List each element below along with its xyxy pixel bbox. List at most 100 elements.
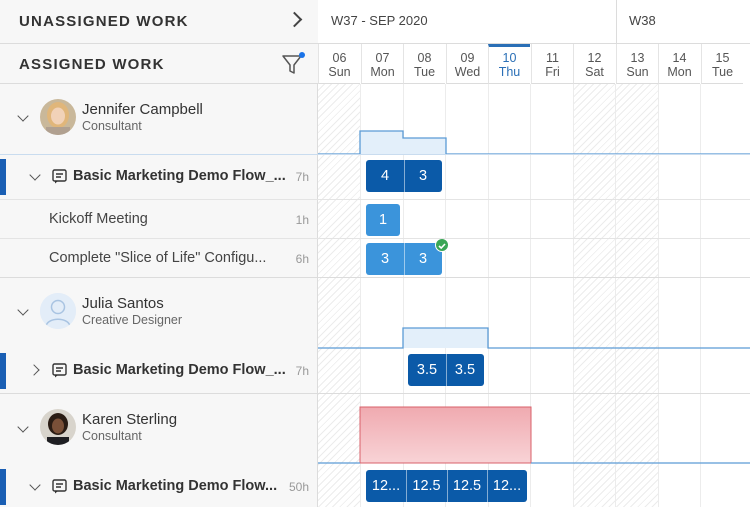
row-divider	[0, 393, 750, 394]
row-divider	[0, 199, 750, 200]
assigned-work-header: ASSIGNED WORK	[0, 44, 318, 84]
chip-value: 3.5	[416, 362, 438, 378]
project-icon	[52, 363, 67, 378]
day-header: 11 Fri	[531, 44, 573, 84]
week-label: W38	[629, 13, 656, 28]
week-header: W37 - SEP 2020	[318, 0, 616, 44]
day-number: 06	[332, 51, 347, 65]
grid-line	[615, 84, 616, 507]
day-header: 07 Mon	[361, 44, 403, 84]
day-number: 10	[502, 51, 517, 65]
project-title[interactable]: Basic Marketing Demo Flow_...	[73, 168, 286, 184]
chip-divider	[446, 354, 447, 386]
grid-line	[403, 84, 404, 507]
grid-line	[360, 84, 361, 507]
hours-label: 50h	[288, 480, 309, 494]
chip-value: 3	[418, 168, 428, 184]
row-divider	[0, 154, 750, 155]
person-name[interactable]: Julia Santos	[82, 295, 164, 312]
day-header: 14 Mon	[658, 44, 700, 84]
unassigned-work-header[interactable]: UNASSIGNED WORK	[0, 0, 318, 44]
chip-value: 4	[380, 168, 390, 184]
grid-line	[530, 84, 531, 507]
grid-line	[573, 84, 574, 507]
project-title[interactable]: Basic Marketing Demo Flow...	[73, 478, 278, 494]
day-header-today: 10 Thu	[488, 44, 530, 84]
grid-line	[488, 84, 489, 507]
row-divider	[0, 238, 750, 239]
day-of-week: Tue	[711, 65, 734, 79]
task-title[interactable]: Complete "Slice of Life" Configu...	[49, 250, 267, 266]
allocation-chip[interactable]: 12... 12.5 12.5 12...	[366, 470, 527, 502]
day-number: 09	[460, 51, 475, 65]
project-indicator	[0, 469, 6, 505]
allocation-chip[interactable]: 1	[366, 204, 400, 236]
avatar	[40, 409, 76, 445]
day-number: 14	[672, 51, 687, 65]
capacity-chart-overload	[318, 406, 750, 464]
day-of-week: Thu	[498, 65, 521, 79]
person-role: Consultant	[82, 429, 142, 443]
chip-divider	[487, 470, 488, 502]
day-number: 13	[630, 51, 645, 65]
project-title[interactable]: Basic Marketing Demo Flow_...	[73, 362, 286, 378]
day-header: 15 Tue	[701, 44, 743, 84]
chevron-right-icon[interactable]	[286, 11, 303, 28]
chip-value: 12...	[492, 478, 522, 494]
project-icon	[52, 169, 67, 184]
day-number: 11	[546, 51, 559, 65]
day-header: 12 Sat	[573, 44, 615, 84]
avatar	[40, 293, 76, 329]
filter-icon[interactable]	[281, 52, 305, 76]
check-circle-icon	[435, 238, 449, 252]
week-label: W37 - SEP 2020	[331, 13, 428, 28]
timeline-grid: W37 - SEP 2020 W38 06 Sun 07 Mon 08 Tue 09 W…	[318, 0, 750, 507]
day-of-week: Fri	[545, 65, 560, 79]
allocation-chip[interactable]: 3 3	[366, 243, 442, 275]
hours-label: 1h	[295, 213, 309, 227]
chip-value: 3.5	[454, 362, 476, 378]
person-role: Consultant	[82, 119, 142, 133]
day-number: 12	[587, 51, 602, 65]
day-header: 06 Sun	[318, 44, 360, 84]
grid-line	[658, 84, 659, 507]
day-number: 07	[375, 51, 390, 65]
person-name[interactable]: Karen Sterling	[82, 411, 178, 428]
day-number: 15	[715, 51, 730, 65]
allocation-chip[interactable]: 4 3	[366, 160, 442, 192]
day-header: 13 Sun	[616, 44, 658, 84]
project-icon	[52, 479, 67, 494]
chip-divider	[447, 470, 448, 502]
day-of-week: Tue	[413, 65, 436, 79]
day-of-week: Sat	[585, 65, 604, 79]
allocation-chip[interactable]: 3.5 3.5	[408, 354, 484, 386]
avatar	[40, 99, 76, 135]
chip-divider	[404, 243, 405, 275]
week-header: W38	[616, 0, 750, 44]
day-number: 08	[417, 51, 432, 65]
chip-divider	[404, 160, 405, 192]
chip-value: 3	[380, 251, 390, 267]
chip-value: 3	[418, 251, 428, 267]
chip-value: 12.5	[412, 478, 441, 494]
row-divider	[0, 277, 750, 278]
grid-line	[445, 84, 446, 507]
project-indicator	[0, 159, 6, 195]
chip-divider	[406, 470, 407, 502]
day-of-week: Sun	[626, 65, 649, 79]
person-role: Creative Designer	[82, 313, 183, 327]
day-header: 08 Tue	[403, 44, 445, 84]
day-of-week: Wed	[454, 65, 481, 79]
chip-value: 12.5	[452, 478, 482, 494]
day-of-week: Mon	[370, 65, 395, 79]
project-indicator	[0, 353, 6, 389]
day-of-week: Sun	[328, 65, 351, 79]
assigned-work-title: ASSIGNED WORK	[19, 56, 165, 73]
person-name[interactable]: Jennifer Campbell	[82, 101, 203, 118]
unassigned-work-title: UNASSIGNED WORK	[19, 13, 189, 30]
day-of-week: Mon	[667, 65, 692, 79]
chip-value: 12...	[371, 478, 401, 494]
task-title[interactable]: Kickoff Meeting	[49, 211, 148, 227]
hours-label: 7h	[295, 364, 309, 378]
capacity-chart	[318, 327, 750, 349]
